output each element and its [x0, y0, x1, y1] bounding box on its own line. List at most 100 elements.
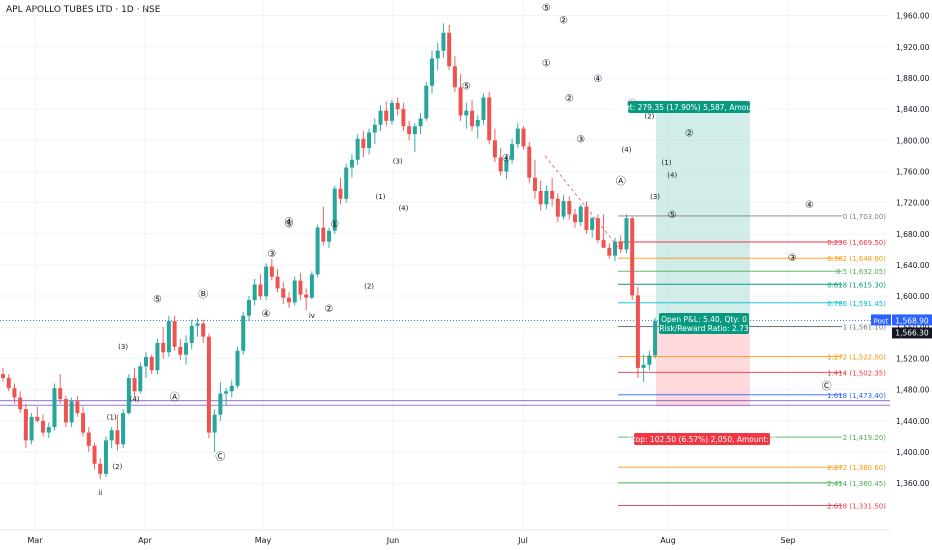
fib-label: 0.236 (1,669.50) [827, 239, 886, 247]
candle-body [544, 190, 549, 205]
candle-body [246, 300, 251, 316]
wave-label: ③ [788, 253, 797, 264]
candle-body [470, 110, 475, 127]
candle-body [590, 218, 595, 230]
fib-label: 2.618 (1,331.50) [827, 502, 886, 510]
candle-body [595, 218, 600, 241]
candle-body [538, 190, 543, 205]
wave-label: ② [559, 15, 568, 26]
candle-body [458, 87, 463, 116]
candle-body [635, 295, 640, 368]
candle-body [321, 227, 326, 242]
candle-body [613, 241, 618, 256]
candle-body [103, 440, 108, 474]
wave-label: ④ [285, 216, 294, 227]
post-tag: Post [874, 317, 889, 325]
candle-body [63, 399, 68, 423]
wave-label: Ⓒ [822, 381, 832, 393]
candle-body [218, 393, 223, 415]
candle-body [401, 109, 406, 127]
fib-label: 1.272 (1,522.50) [827, 354, 886, 362]
wave-label: (2) [644, 112, 654, 120]
candle-body [441, 32, 446, 51]
candle-body [46, 427, 51, 433]
wave-label: (3) [118, 343, 128, 351]
candle-body [126, 378, 131, 414]
candle-body [435, 50, 440, 59]
wave-label: ② [565, 93, 574, 104]
post-tag-bg [871, 314, 891, 326]
candle-body [224, 391, 229, 394]
candle-body [178, 346, 183, 355]
candle-body [641, 364, 646, 368]
candle-body [41, 420, 46, 433]
candle-body [550, 190, 555, 199]
wave-label: ④ [593, 74, 602, 85]
candle-body [653, 321, 658, 356]
candle-body [275, 276, 280, 289]
wave-label: (4) [622, 146, 632, 154]
fib-label: 0.382 (1,648.80) [827, 255, 886, 263]
wave-label: (3) [393, 158, 403, 166]
post-price: 1,568.90 [895, 316, 929, 325]
wave-label: ii [98, 489, 102, 497]
candle-body [573, 214, 577, 223]
fib-label: 0 (1,703.00) [843, 213, 887, 221]
wave-label: (4) [667, 172, 677, 180]
wave-label: ④ [805, 200, 814, 211]
candle-body [332, 188, 337, 231]
candle-body [498, 157, 503, 172]
y-tick-label: 1,480.00 [896, 386, 930, 395]
candle-body [315, 227, 320, 275]
last-price-bg [892, 327, 932, 339]
y-tick-label: 1,400.00 [896, 448, 930, 457]
fib-label: 0.618 (1,615.30) [827, 281, 886, 289]
wave-label: ① [330, 220, 339, 231]
candle-body [69, 401, 74, 423]
candle-body [287, 297, 291, 303]
candle-body [115, 430, 120, 445]
fib-label: 1.618 (1,473.40) [827, 392, 886, 400]
candle-body [309, 274, 314, 298]
x-tick-label: Apr [138, 536, 153, 545]
candle-body [567, 201, 572, 215]
candle-body [624, 218, 629, 250]
wave-label: iv [309, 312, 315, 320]
candle-body [447, 32, 452, 67]
candle-body [12, 388, 17, 398]
wave-label: (1) [662, 159, 672, 167]
candle-body [515, 128, 520, 145]
stop-label-bg [634, 433, 770, 445]
candle-body [527, 146, 532, 178]
candle-body [258, 284, 263, 297]
candle-body [138, 366, 143, 392]
candle-body [452, 66, 457, 88]
candle-body [389, 102, 394, 121]
candle-body [75, 401, 80, 414]
candle-body [144, 356, 148, 367]
wave-label: (4) [398, 204, 408, 212]
target-label: Target: 279.35 (17.90%) 5,587, Amount: 0 [609, 103, 769, 112]
candle-body [475, 120, 480, 127]
candle-body [52, 388, 57, 428]
y-tick-label: 1,840.00 [896, 105, 930, 114]
candle-body [35, 416, 40, 421]
candle-body [532, 177, 537, 191]
wave-label: (1) [376, 193, 386, 201]
candle-body [424, 85, 429, 119]
y-tick-label: 1,760.00 [896, 167, 930, 176]
fib-label: 1.414 (1,502.35) [827, 369, 886, 377]
candle-body [584, 206, 589, 230]
candle-body [647, 355, 652, 365]
candle-body [630, 218, 635, 296]
x-tick-label: May [255, 536, 272, 545]
fib-label: 2.414 (1,360.45) [827, 480, 886, 488]
wave-label: (3) [650, 193, 660, 201]
wave-label: Ⓑ [198, 289, 208, 301]
candle-body [618, 241, 623, 250]
candle-body [229, 385, 234, 392]
candle-body [298, 280, 303, 295]
fib-label: 0.5 (1,632.05) [836, 268, 886, 276]
fib-label: 2 (1,419.20) [843, 434, 887, 442]
